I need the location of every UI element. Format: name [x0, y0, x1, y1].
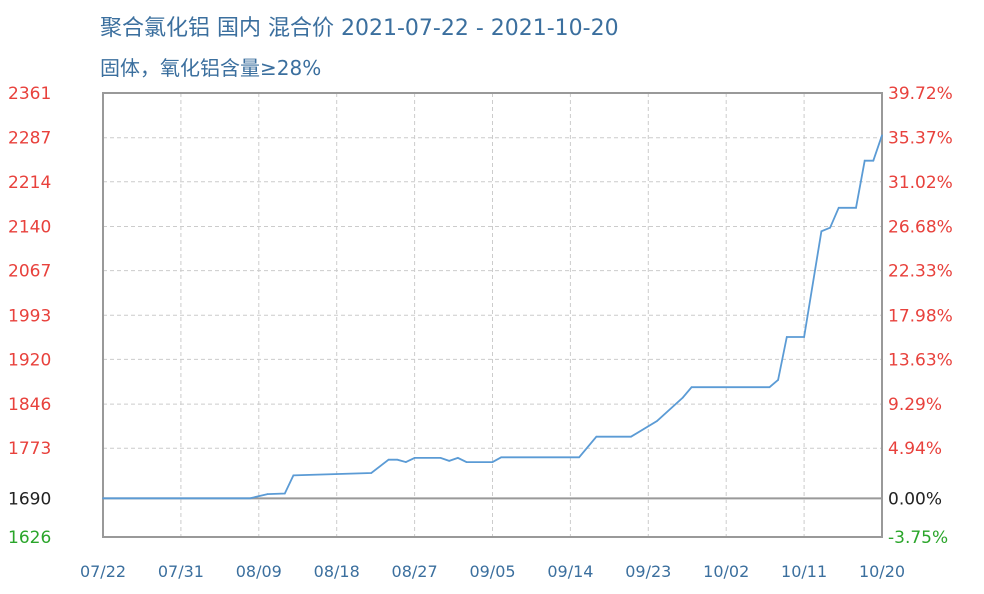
data-point — [630, 435, 632, 438]
data-point — [855, 206, 857, 209]
x-tick: 10/02 — [703, 562, 749, 581]
y-tick-left: 1920 — [8, 350, 51, 370]
data-point — [656, 420, 658, 422]
data-point — [595, 435, 598, 438]
y-tick-right: 9.29% — [888, 395, 942, 415]
y-tick-left: 2361 — [8, 84, 51, 104]
y-tick-left: 1993 — [8, 306, 51, 326]
data-point — [881, 134, 883, 137]
x-tick: 07/31 — [158, 562, 204, 581]
data-point — [785, 336, 788, 338]
data-point — [682, 396, 684, 399]
data-point — [803, 336, 805, 338]
x-tick: 09/05 — [469, 562, 515, 581]
x-tick: 08/27 — [392, 562, 438, 581]
y-tick-left: 2140 — [8, 218, 51, 238]
data-point — [448, 460, 451, 462]
x-tick: 08/18 — [314, 562, 360, 581]
y-tick-right: 31.02% — [888, 173, 953, 193]
data-point — [249, 497, 251, 500]
data-point — [690, 386, 693, 388]
x-tick: 08/09 — [236, 562, 282, 581]
data-point — [820, 230, 823, 233]
data-point — [829, 226, 831, 229]
data-point — [439, 457, 442, 459]
chart-title: 聚合氯化铝 国内 混合价 2021-07-22 - 2021-10-20 — [100, 16, 619, 41]
x-tick: 10/11 — [781, 562, 827, 581]
data-point — [405, 461, 407, 463]
data-point — [457, 457, 459, 459]
data-point — [500, 456, 502, 459]
data-point — [370, 472, 373, 474]
data-point — [465, 461, 468, 463]
data-point — [578, 456, 580, 459]
x-tick: 09/23 — [625, 562, 671, 581]
data-point — [283, 492, 286, 495]
x-tick: 09/14 — [547, 562, 593, 581]
y-tick-right: 35.37% — [888, 129, 953, 149]
data-point — [413, 457, 416, 459]
y-tick-right: 17.98% — [888, 306, 953, 326]
y-tick-left: 1626 — [8, 528, 51, 548]
y-tick-right: 13.63% — [888, 350, 953, 370]
y-tick-left: 2214 — [8, 173, 51, 193]
y-tick-right: 26.68% — [888, 218, 953, 238]
plot-frame — [102, 92, 883, 538]
y-tick-left: 1690 — [8, 489, 51, 509]
data-point — [863, 159, 866, 162]
data-point — [872, 159, 875, 162]
y-tick-left: 2067 — [8, 262, 51, 282]
y-tick-right: 22.33% — [888, 262, 953, 282]
y-tick-left: 1773 — [8, 439, 51, 459]
data-point — [768, 386, 771, 388]
x-tick: 10/20 — [859, 562, 905, 581]
y-tick-right: 39.72% — [888, 84, 953, 104]
data-point — [837, 206, 840, 209]
x-tick: 07/22 — [80, 562, 126, 581]
y-tick-left: 1846 — [8, 395, 51, 415]
data-point — [777, 379, 779, 381]
y-tick-left: 2287 — [8, 129, 51, 149]
data-point — [387, 458, 390, 461]
data-point — [491, 461, 494, 463]
data-point — [102, 497, 104, 500]
chart-subtitle: 固体，氧化铝含量≥28% — [100, 56, 322, 80]
y-tick-right: 4.94% — [888, 439, 942, 459]
data-point — [396, 458, 399, 461]
y-tick-right: 0.00% — [888, 489, 942, 509]
y-tick-right: -3.75% — [888, 528, 948, 548]
data-point — [292, 474, 295, 477]
data-point — [266, 493, 269, 495]
